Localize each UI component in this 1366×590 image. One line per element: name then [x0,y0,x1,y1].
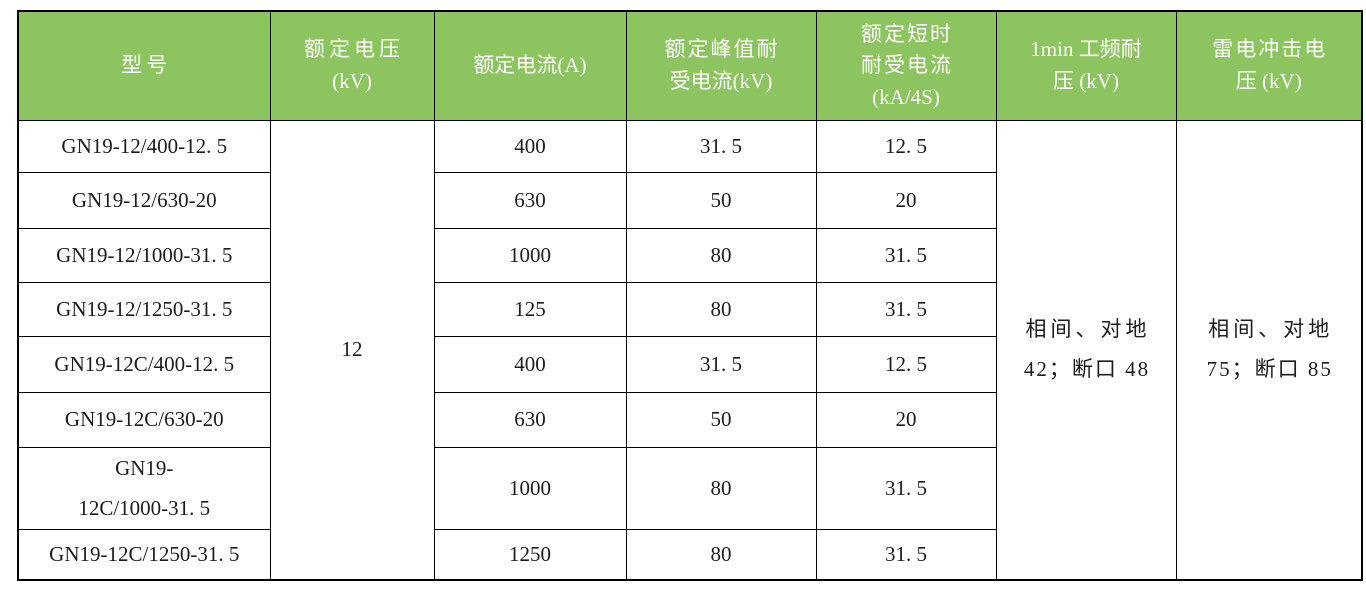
header-rated-current: 额定电流(A) [433,10,627,121]
peak-current-cell: 31. 5 [625,119,817,173]
model-cell: GN19- 12C/1000-31. 5 [17,446,271,531]
rated-current-cell: 630 [433,391,627,448]
short-time-current-cell: 31. 5 [815,227,997,283]
model-cell: GN19-12/630-20 [17,171,271,229]
header-power-frequency-withstand: 1min 工频耐 压 (kV) [995,10,1177,121]
peak-current-cell: 80 [625,227,817,283]
rated-current-cell: 1000 [433,227,627,283]
table-row: GN19-12C/1250-31. 5 1250 80 31. 5 [17,529,1362,581]
lightning-impulse-cell: 相间、对地 75；断口 85 [1175,119,1363,581]
rated-current-cell: 400 [433,335,627,393]
spec-table: 型号 额定电压 (kV) 额定电流(A) 额定峰值耐 受电流(kV) 额定短时 … [17,10,1363,581]
short-time-current-cell: 12. 5 [815,335,997,393]
peak-current-cell: 80 [625,529,817,581]
header-model: 型号 [17,10,271,121]
table-row: GN19- 12C/1000-31. 5 1000 80 31. 5 [17,446,1362,531]
rated-current-cell: 630 [433,171,627,229]
table-row: GN19-12C/630-20 630 50 20 [17,391,1362,448]
peak-current-cell: 31. 5 [625,335,817,393]
table-row: GN19-12/1000-31. 5 1000 80 31. 5 [17,227,1362,283]
peak-current-cell: 80 [625,281,817,337]
short-time-current-cell: 20 [815,391,997,448]
rated-current-cell: 125 [433,281,627,337]
model-cell: GN19-12C/1250-31. 5 [17,529,271,581]
model-cell: GN19-12/1250-31. 5 [17,281,271,337]
model-cell: GN19-12C/400-12. 5 [17,335,271,393]
table-row: GN19-12/400-12. 5 12 400 31. 5 12. 5 相间、… [17,119,1363,581]
short-time-current-cell: 31. 5 [815,446,997,531]
header-short-time-withstand-current: 额定短时 耐受电流 (kA/4S) [815,10,997,121]
peak-current-cell: 50 [625,391,817,448]
rated-voltage-cell: 12 [269,119,435,581]
table-row: GN19-12/1250-31. 5 125 80 31. 5 [17,281,1362,337]
rated-current-cell: 1250 [433,529,627,581]
header-row: 型号 额定电压 (kV) 额定电流(A) 额定峰值耐 受电流(kV) 额定短时 … [17,10,1363,121]
short-time-current-cell: 12. 5 [815,119,997,173]
peak-current-cell: 80 [625,446,817,531]
table-row: GN19-12/630-20 630 50 20 [17,171,1362,229]
short-time-current-cell: 31. 5 [815,529,997,581]
peak-current-cell: 50 [625,171,817,229]
rated-current-cell: 1000 [433,446,627,531]
header-peak-withstand-current: 额定峰值耐 受电流(kV) [625,10,817,121]
model-cell: GN19-12C/630-20 [17,391,271,448]
short-time-current-cell: 31. 5 [815,281,997,337]
model-cell: GN19-12/1000-31. 5 [17,227,271,283]
power-frequency-cell: 相间、对地 42；断口 48 [995,119,1177,581]
header-model-label: 型号 [121,53,172,77]
model-cell: GN19-12/400-12. 5 [17,119,271,173]
header-rated-voltage: 额定电压 (kV) [269,10,435,121]
short-time-current-cell: 20 [815,171,997,229]
header-lightning-impulse: 雷电冲击电 压 (kV) [1175,10,1363,121]
rated-current-cell: 400 [433,119,627,173]
